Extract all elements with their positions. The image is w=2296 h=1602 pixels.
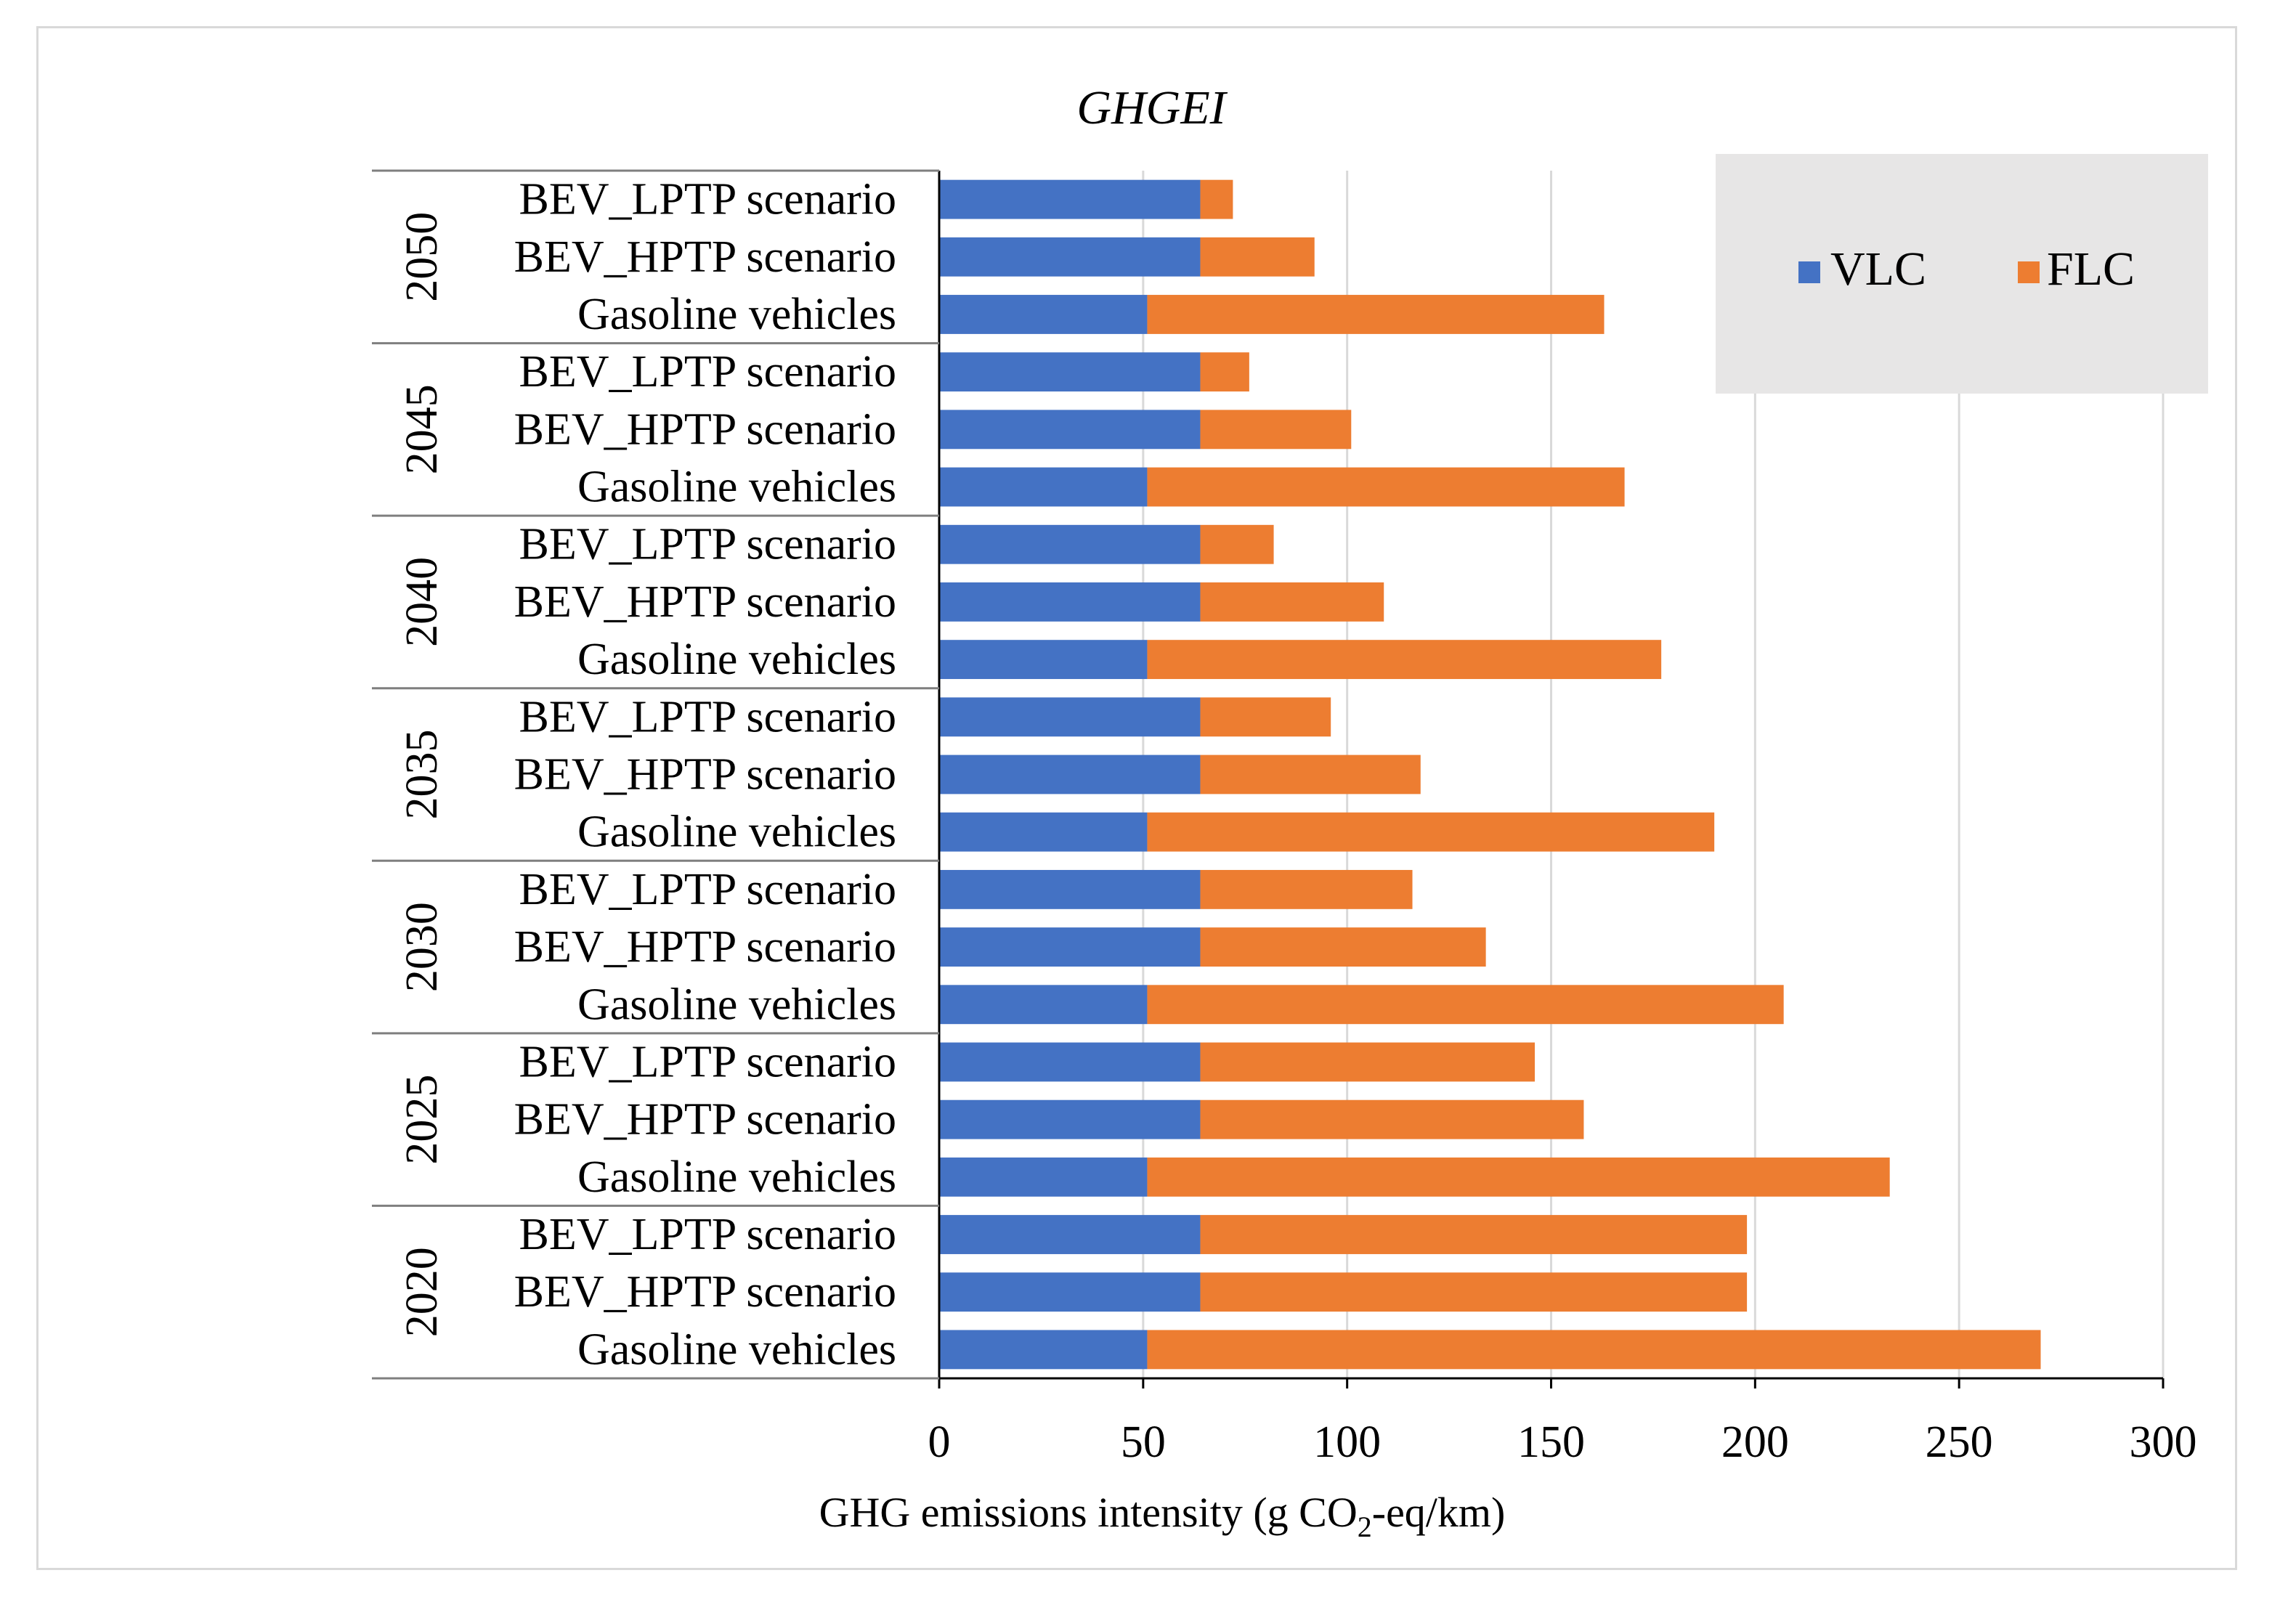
- bar-vlc: [939, 582, 1201, 622]
- x-axis-label: GHG emissions intensity (g CO2-eq/km): [819, 1489, 1506, 1543]
- category-label: BEV_LPTP scenario: [519, 865, 896, 914]
- bar-vlc: [939, 1272, 1201, 1312]
- bar-flc: [1200, 869, 1413, 909]
- category-label: Gasoline vehicles: [577, 635, 896, 684]
- bar-vlc: [939, 869, 1201, 909]
- bar-vlc: [939, 985, 1148, 1025]
- category-label: BEV_HPTP scenario: [514, 404, 896, 454]
- legend: VLC FLC: [1716, 154, 2208, 394]
- legend-swatch-flc: [2018, 261, 2040, 283]
- bar-flc: [1200, 582, 1384, 622]
- bar-flc: [1200, 410, 1352, 450]
- category-label: BEV_LPTP scenario: [519, 1210, 896, 1259]
- x-tick-label: 200: [1721, 1418, 1789, 1467]
- x-tick-label: 100: [1313, 1418, 1381, 1467]
- category-label: BEV_HPTP scenario: [514, 577, 896, 627]
- bar-flc: [1147, 1157, 1890, 1197]
- category-labels: 2050 BEV_LPTP scenario BEV_HPTP scenario Ga…: [372, 169, 939, 1380]
- bar-flc: [1200, 755, 1421, 794]
- category-label: BEV_HPTP scenario: [514, 750, 896, 800]
- category-label: Gasoline vehicles: [577, 463, 896, 512]
- bar-vlc: [939, 697, 1201, 737]
- year-label: 2020: [397, 1247, 447, 1337]
- category-label: Gasoline vehicles: [577, 808, 896, 857]
- category-label: BEV_HPTP scenario: [514, 1267, 896, 1317]
- bar-vlc: [939, 640, 1148, 680]
- x-axis-label-subscript: 2: [1358, 1510, 1372, 1543]
- legend-swatch-vlc: [1798, 261, 1820, 283]
- year-label: 2025: [397, 1075, 447, 1165]
- bar-vlc: [939, 524, 1201, 564]
- category-label: BEV_LPTP scenario: [519, 1037, 896, 1086]
- bar-flc: [1200, 179, 1233, 219]
- bar-flc: [1147, 985, 1784, 1025]
- bar-flc: [1147, 640, 1662, 680]
- category-label: BEV_LPTP scenario: [519, 520, 896, 569]
- year-label: 2030: [397, 902, 447, 992]
- bar-flc: [1200, 524, 1274, 564]
- category-label: Gasoline vehicles: [577, 1325, 896, 1374]
- year-label: 2040: [397, 557, 447, 647]
- category-label: BEV_LPTP scenario: [519, 692, 896, 741]
- year-label: 2050: [397, 212, 447, 302]
- bar-vlc: [939, 927, 1201, 967]
- bar-flc: [1200, 237, 1315, 277]
- bar-flc: [1200, 1215, 1748, 1254]
- x-axis-label-prefix: GHG emissions intensity (g CO: [819, 1489, 1358, 1536]
- bar-vlc: [939, 1099, 1201, 1139]
- x-tick-label: 150: [1517, 1418, 1585, 1467]
- bar-vlc: [939, 1330, 1148, 1370]
- bar-vlc: [939, 1215, 1201, 1254]
- category-label: Gasoline vehicles: [577, 980, 896, 1029]
- bar-vlc: [939, 352, 1201, 392]
- x-axis-label-suffix: -eq/km): [1372, 1489, 1506, 1536]
- bar-vlc: [939, 179, 1201, 219]
- category-label: BEV_LPTP scenario: [519, 347, 896, 397]
- bar-flc: [1147, 812, 1715, 852]
- category-label: Gasoline vehicles: [577, 1152, 896, 1202]
- category-label: BEV_HPTP scenario: [514, 1095, 896, 1144]
- legend-label-flc: FLC: [2047, 243, 2135, 296]
- bar-vlc: [939, 237, 1201, 277]
- bar-flc: [1200, 352, 1249, 392]
- bar-flc: [1147, 295, 1605, 334]
- x-tick-label: 50: [1121, 1418, 1166, 1467]
- axes: 0 50 100 150 200 250 300: [928, 171, 2197, 1467]
- bar-flc: [1200, 1099, 1584, 1139]
- x-tick-label: 0: [928, 1418, 951, 1467]
- legend-box: [1716, 154, 2208, 394]
- year-label: 2045: [397, 384, 447, 474]
- bar-vlc: [939, 812, 1148, 852]
- year-label: 2035: [397, 730, 447, 820]
- bar-flc: [1200, 1272, 1748, 1312]
- bar-vlc: [939, 755, 1201, 794]
- category-label: Gasoline vehicles: [577, 290, 896, 339]
- x-tick-label: 300: [2130, 1418, 2197, 1467]
- bar-flc: [1200, 1042, 1536, 1082]
- bar-flc: [1147, 1330, 2041, 1370]
- bar-vlc: [939, 1042, 1201, 1082]
- bar-vlc: [939, 1157, 1148, 1197]
- chart-title: GHGEI: [1076, 81, 1228, 134]
- bar-flc: [1200, 697, 1331, 737]
- bar-vlc: [939, 467, 1148, 507]
- bar-flc: [1147, 467, 1625, 507]
- category-label: BEV_HPTP scenario: [514, 232, 896, 282]
- bar-vlc: [939, 410, 1201, 450]
- bars: [939, 179, 2041, 1370]
- legend-label-vlc: VLC: [1830, 243, 1926, 296]
- x-tick-label: 250: [1926, 1418, 1993, 1467]
- bar-flc: [1200, 927, 1486, 967]
- category-label: BEV_HPTP scenario: [514, 922, 896, 972]
- bar-vlc: [939, 295, 1148, 334]
- category-label: BEV_LPTP scenario: [519, 175, 896, 224]
